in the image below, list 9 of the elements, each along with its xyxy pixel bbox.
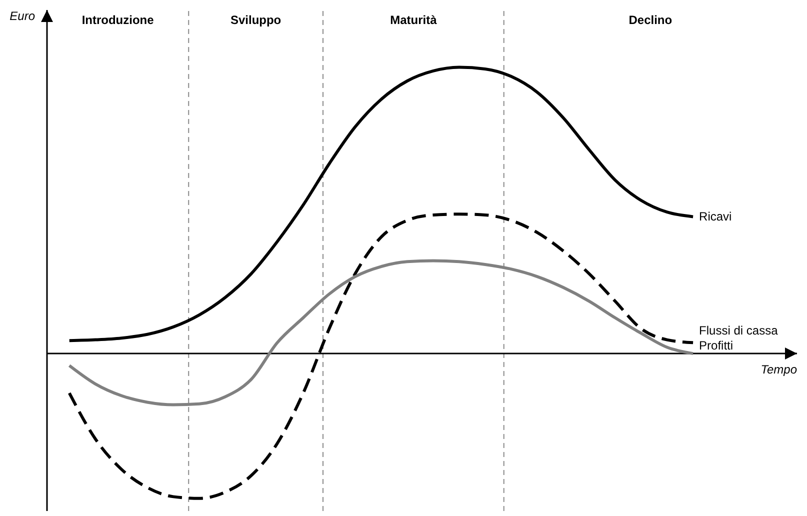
y-axis-title: Euro bbox=[10, 9, 36, 23]
text: Introduzione bbox=[82, 13, 154, 27]
text: Maturità bbox=[390, 13, 438, 27]
text: Sviluppo bbox=[230, 13, 282, 27]
series-label: Profitti bbox=[699, 338, 734, 353]
series-label: Flussi di cassa bbox=[699, 324, 778, 338]
text: Declino bbox=[628, 13, 672, 27]
x-axis-title: Tempo bbox=[760, 362, 798, 377]
series-label: Ricavi bbox=[699, 210, 732, 224]
